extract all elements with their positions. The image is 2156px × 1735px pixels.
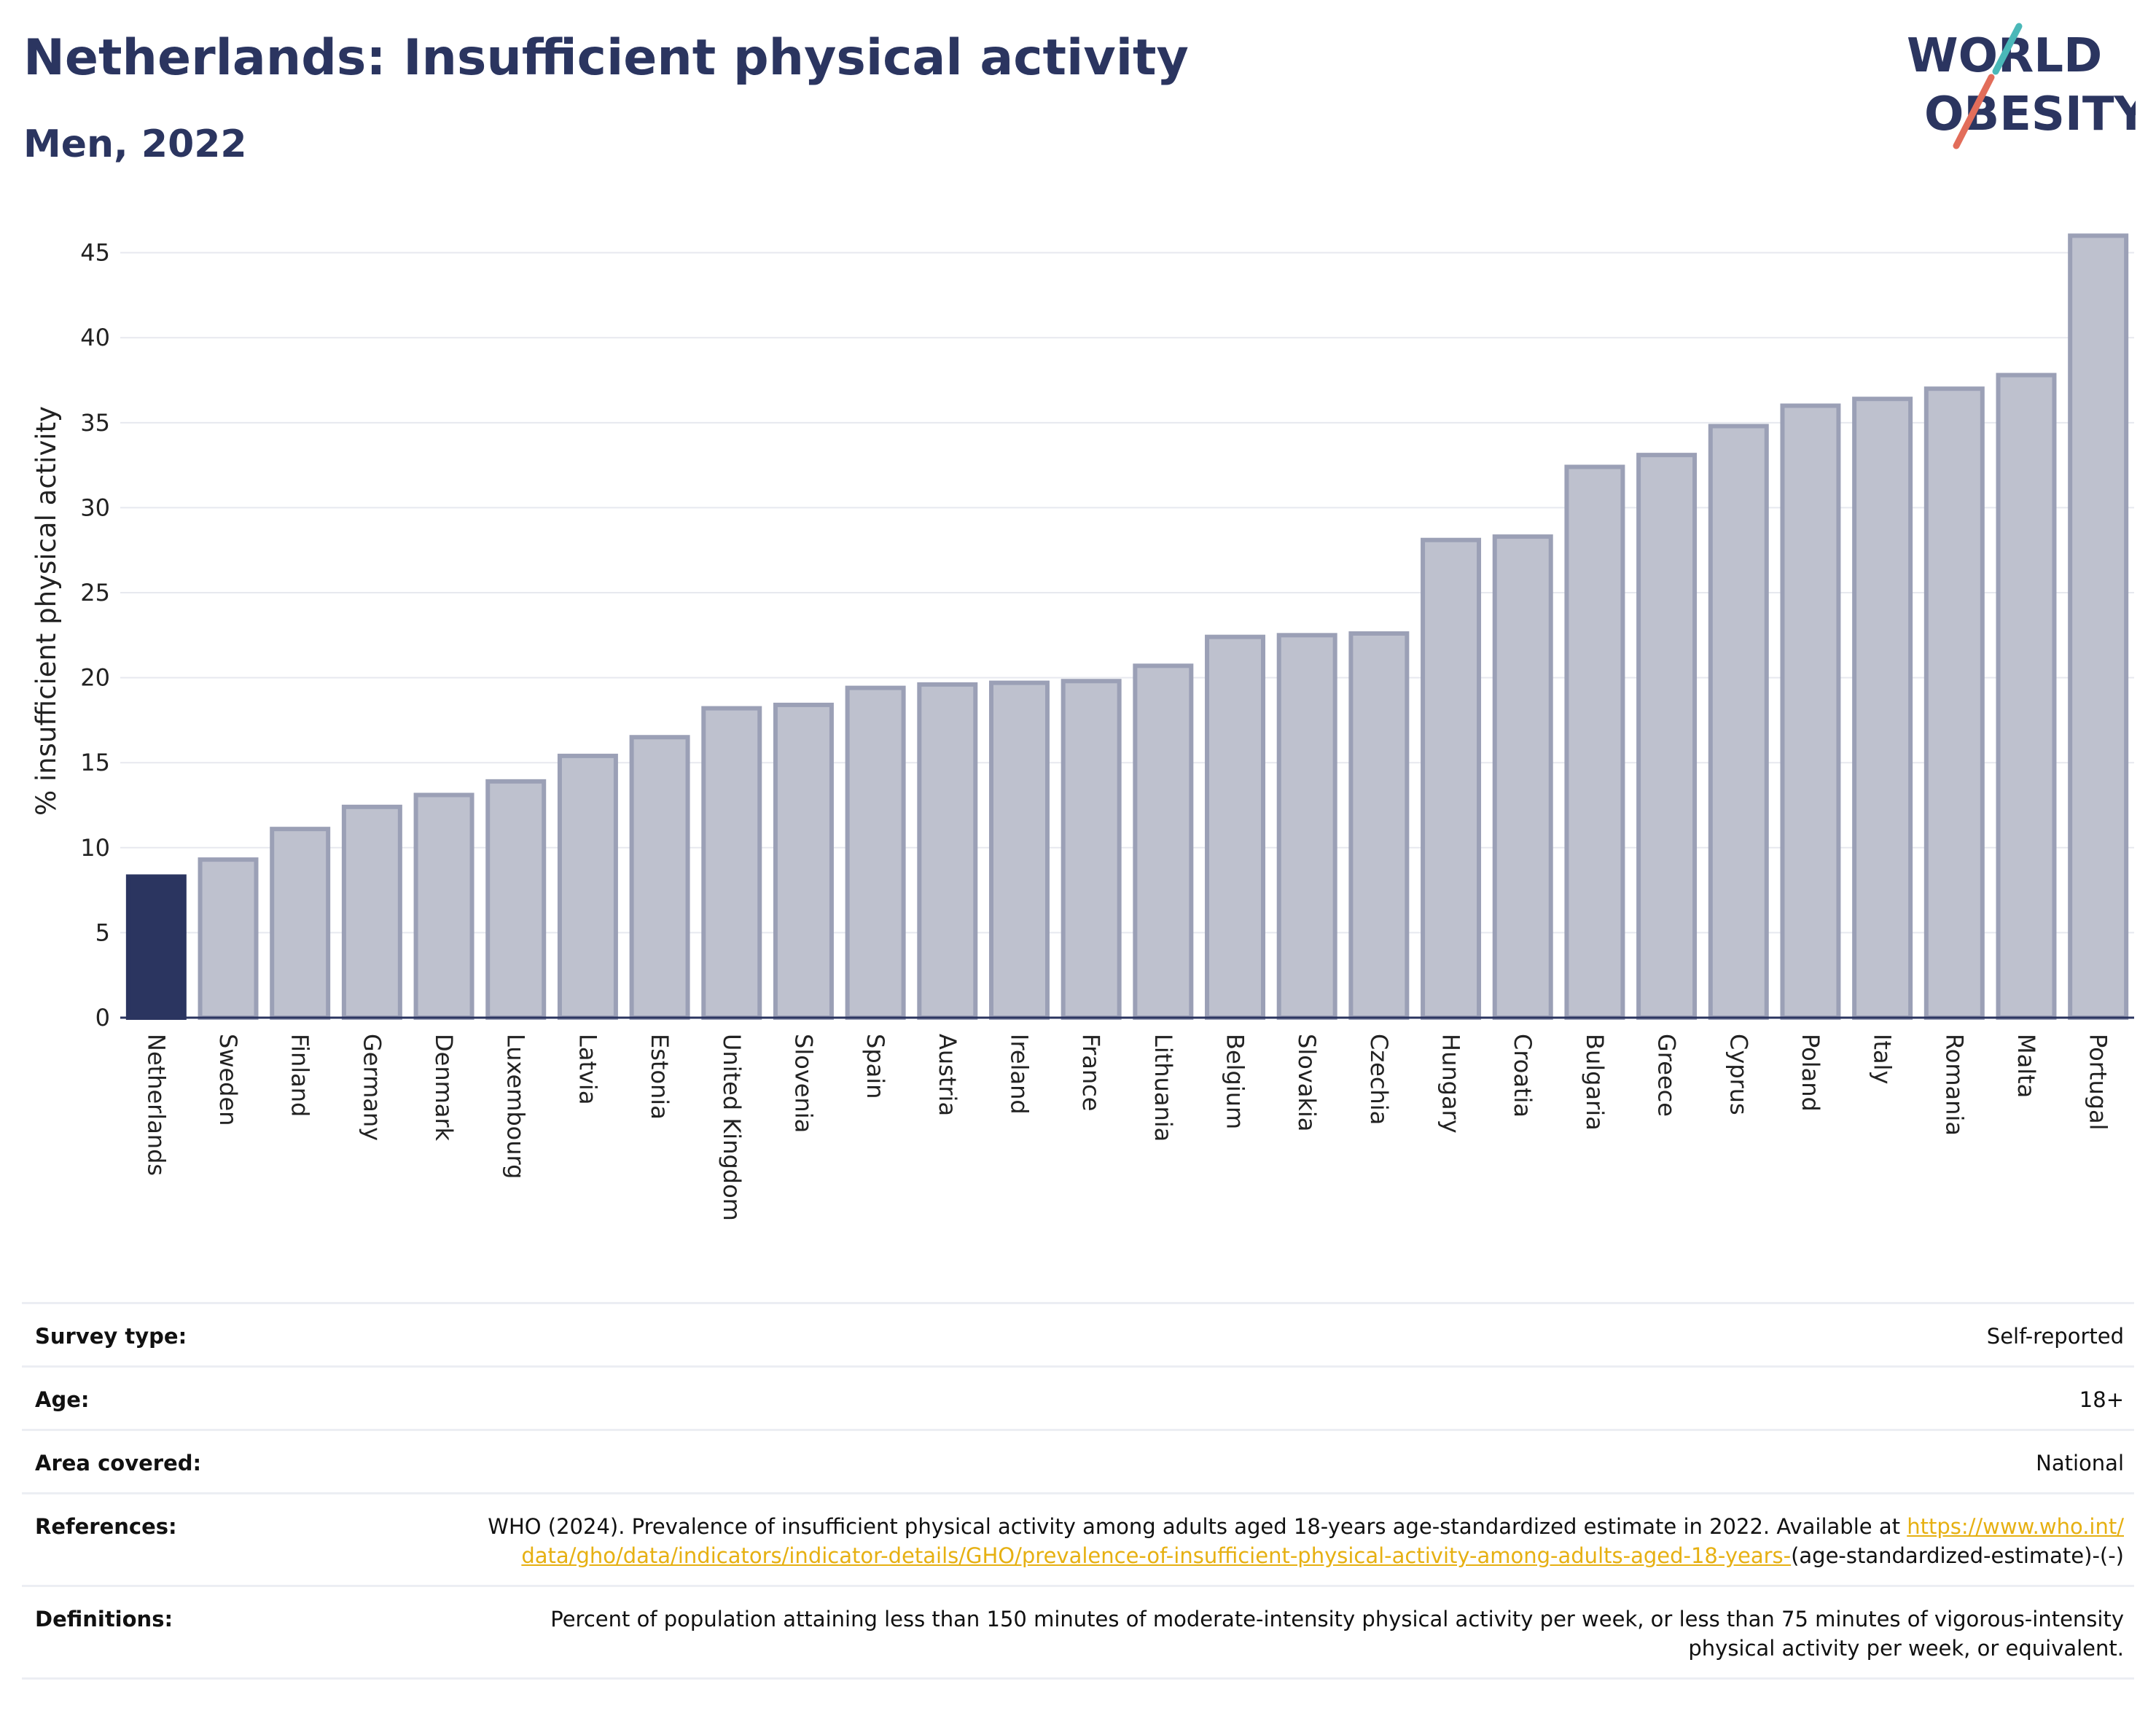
bar-bulgaria [1564,464,1625,1020]
x-tick-label: Croatia [1509,1034,1536,1118]
references-label: References: [35,1514,177,1539]
x-tick-label: Slovakia [1293,1034,1321,1131]
bar-luxembourg [485,779,547,1020]
bar-belgium [1205,634,1266,1020]
y-tick-label: 40 [80,324,110,351]
x-tick-label: Hungary [1437,1034,1465,1134]
x-axis-categories: Netherlands Sweden Finland Germany Denmark Lu… [142,1034,2112,1221]
x-tick-label: Spain [862,1034,889,1099]
x-tick-label: France [1077,1034,1105,1111]
y-tick-label: 45 [80,239,110,267]
logo-slash-teal-icon [1992,23,2023,75]
references-suffix: (age-standardized-estimate)-(-) [1791,1543,2124,1568]
info-row-survey-type: Survey type: Self-reported [22,1302,2134,1365]
y-axis-ticks: 0 5 10 15 20 25 30 35 40 45 [80,239,110,1032]
bar-chart: 0 5 10 15 20 25 30 35 40 45 Netherlands Sweden Finl… [31,233,2134,1221]
age-label: Age: [35,1387,90,1412]
bar-latvia [557,753,618,1021]
info-row-definitions: Definitions: Percent of population attai… [22,1585,2134,1680]
info-row-references: References: WHO (2024). Prevalence of in… [22,1492,2134,1585]
y-tick-label: 30 [80,494,110,521]
bar-ireland [988,680,1050,1021]
area-value: National [2036,1451,2124,1475]
bar-romania [1923,386,1985,1020]
x-tick-label: Italy [1869,1034,1897,1084]
definitions-value: Percent of population attaining less tha… [550,1607,2124,1661]
bar-denmark [413,792,474,1021]
x-tick-label: Slovenia [789,1034,817,1133]
bar-estonia [629,735,690,1021]
x-tick-label: Greece [1653,1034,1681,1117]
page-title: Netherlands: Insufficient physical activ… [23,29,1189,87]
x-tick-label: Belgium [1222,1034,1249,1129]
y-tick-label: 35 [80,409,110,437]
bar-united-kingdom [701,706,762,1020]
x-tick-label: Denmark [430,1034,458,1142]
bar-slovakia [1276,633,1337,1020]
x-tick-label: Czechia [1365,1034,1393,1125]
world-obesity-logo: WORLD OBESITY [1907,23,2136,149]
survey-type-label: Survey type: [35,1324,187,1349]
x-tick-label: Romania [1940,1034,1968,1136]
bar-portugal [2068,233,2129,1021]
y-tick-label: 0 [95,1004,110,1032]
references-link[interactable]: https://www.who.int/data/gho/data/indica… [521,1514,2124,1568]
x-tick-label: Cyprus [1725,1034,1752,1115]
bar-croatia [1492,534,1553,1020]
y-tick-label: 25 [80,579,110,607]
bar-austria [917,682,978,1021]
bar-lithuania [1133,663,1194,1021]
age-value: 18+ [2079,1387,2124,1412]
x-tick-label: Sweden [214,1034,242,1126]
y-tick-label: 10 [80,834,110,862]
info-row-age: Age: 18+ [22,1365,2134,1429]
bar-malta [1996,373,2057,1020]
info-table: Survey type: Self-reported Age: 18+ Area… [22,1302,2134,1680]
y-tick-label: 5 [95,919,110,946]
x-tick-label: Poland [1797,1034,1824,1112]
references-text: WHO (2024). Prevalence of insufficient p… [488,1514,1900,1539]
x-tick-label: Latvia [574,1034,601,1104]
bar-italy [1852,397,1913,1020]
x-tick-label: Bulgaria [1581,1034,1609,1131]
bar-greece [1636,453,1698,1020]
area-label: Area covered: [35,1451,202,1475]
x-tick-label: Malta [2012,1034,2040,1098]
x-tick-label: Lithuania [1149,1034,1177,1142]
y-tick-label: 20 [80,664,110,692]
bar-germany [341,804,402,1020]
survey-type-value: Self-reported [1986,1324,2124,1349]
x-tick-label: Finland [286,1034,314,1117]
bar-hungary [1421,537,1482,1020]
definitions-label: Definitions: [35,1607,173,1631]
x-tick-label: Netherlands [142,1034,170,1176]
x-tick-label: Estonia [646,1034,673,1120]
bars [125,233,2129,1021]
info-row-area: Area covered: National [22,1429,2134,1492]
y-tick-label: 15 [80,749,110,776]
bar-czechia [1348,631,1410,1020]
bar-cyprus [1708,424,1769,1020]
bar-poland [1780,403,1841,1020]
bar-finland [270,827,331,1021]
references-value: WHO (2024). Prevalence of insufficient p… [477,1512,2124,1570]
x-tick-label: Austria [934,1034,961,1116]
x-tick-label: Portugal [2085,1034,2112,1131]
x-tick-label: Luxembourg [502,1034,530,1179]
bar-france [1061,679,1122,1020]
bar-sweden [198,857,259,1021]
x-tick-label: United Kingdom [718,1034,746,1221]
bar-netherlands [125,874,187,1020]
x-tick-label: Germany [358,1034,386,1141]
x-tick-label: Ireland [1005,1034,1033,1115]
bar-spain [845,685,906,1020]
y-axis-label: % insufficient physical activity [31,406,62,816]
logo-slash-coral-icon [1953,74,1995,149]
bar-slovenia [773,702,834,1020]
page-subtitle: Men, 2022 [23,122,247,166]
